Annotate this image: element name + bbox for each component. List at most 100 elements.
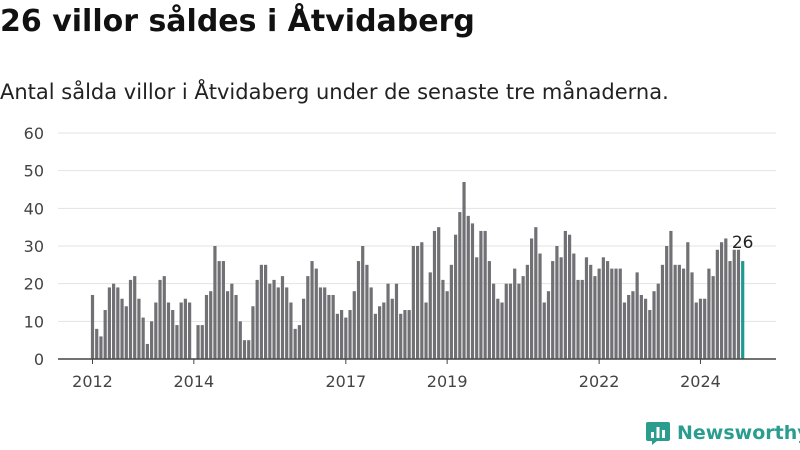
bar (656, 283, 660, 359)
bar (589, 264, 593, 359)
bar (546, 291, 551, 359)
bar (323, 287, 327, 359)
bar (504, 283, 508, 359)
brand-name: Newsworthy (677, 422, 800, 444)
bar (369, 287, 373, 359)
bar (453, 234, 458, 359)
bar-highlight (741, 261, 745, 359)
bar (162, 276, 166, 359)
x-tick-label: 2017 (325, 372, 366, 391)
bar (234, 294, 238, 359)
bar (508, 283, 513, 359)
bar (150, 321, 154, 359)
bar (128, 279, 133, 359)
bar (601, 257, 605, 359)
bar (386, 283, 390, 359)
bar (415, 246, 420, 359)
bar (441, 279, 445, 359)
y-tick-label: 10 (24, 312, 44, 331)
bar (158, 279, 162, 359)
bar (179, 302, 183, 359)
x-tick-label: 2014 (173, 372, 214, 391)
bar (95, 328, 99, 359)
bar (373, 313, 377, 359)
bar (711, 276, 715, 359)
bar (394, 283, 399, 359)
bar (437, 227, 441, 359)
bar (483, 230, 487, 359)
x-tick-label: 2024 (680, 372, 721, 391)
bar (593, 276, 597, 359)
bar (361, 246, 365, 359)
bar (622, 302, 627, 359)
bar (116, 287, 120, 359)
bar (424, 302, 428, 359)
bar (196, 325, 200, 359)
bar (428, 272, 432, 359)
bar (145, 343, 149, 359)
x-tick-label: 2012 (72, 372, 113, 391)
bar (382, 302, 386, 359)
y-tick-label: 30 (24, 237, 44, 256)
bar (513, 268, 517, 359)
bar (673, 264, 677, 359)
bar (154, 302, 158, 359)
bar (318, 287, 323, 359)
bar (335, 313, 339, 359)
bar (525, 264, 529, 359)
bar (289, 302, 293, 359)
bar (293, 328, 297, 359)
bar (445, 291, 449, 359)
bar (356, 261, 361, 359)
bar (327, 294, 331, 359)
bar (221, 261, 225, 359)
bar (559, 257, 563, 359)
bar (627, 294, 631, 359)
bar (475, 257, 479, 359)
bar (247, 340, 251, 359)
bar (660, 264, 665, 359)
bar (268, 283, 272, 359)
bar (175, 325, 179, 359)
bar (251, 306, 255, 359)
bar (340, 310, 344, 359)
bar (348, 310, 352, 359)
bar (166, 302, 171, 359)
bar (690, 272, 694, 359)
bar (648, 310, 652, 359)
bar (500, 302, 504, 359)
bar (352, 291, 356, 359)
bar (449, 264, 453, 359)
bars (90, 181, 745, 359)
bar (280, 276, 285, 359)
bar (580, 279, 584, 359)
bar (605, 261, 610, 359)
bar (652, 291, 656, 359)
bar (576, 279, 580, 359)
bar (542, 302, 546, 359)
bar (639, 294, 643, 359)
bar (724, 238, 728, 359)
bar (137, 298, 141, 359)
bar (120, 298, 124, 359)
bar (517, 283, 521, 359)
bar (703, 298, 707, 359)
page-title: 26 villor såldes i Åtvidaberg (0, 4, 475, 39)
y-tick-label: 60 (24, 124, 44, 143)
bar (563, 230, 567, 359)
bar (264, 264, 268, 359)
bar (255, 279, 259, 359)
bar (226, 291, 230, 359)
bar (555, 246, 559, 359)
bar (466, 215, 470, 359)
newsworthy-logo[interactable]: Newsworthy (645, 420, 800, 446)
bar (631, 291, 635, 359)
bar (686, 242, 690, 359)
bar (462, 181, 466, 359)
bar (314, 268, 318, 359)
bar (694, 302, 698, 359)
bar (272, 279, 276, 359)
y-tick-label: 0 (34, 350, 44, 369)
bar (707, 268, 711, 359)
